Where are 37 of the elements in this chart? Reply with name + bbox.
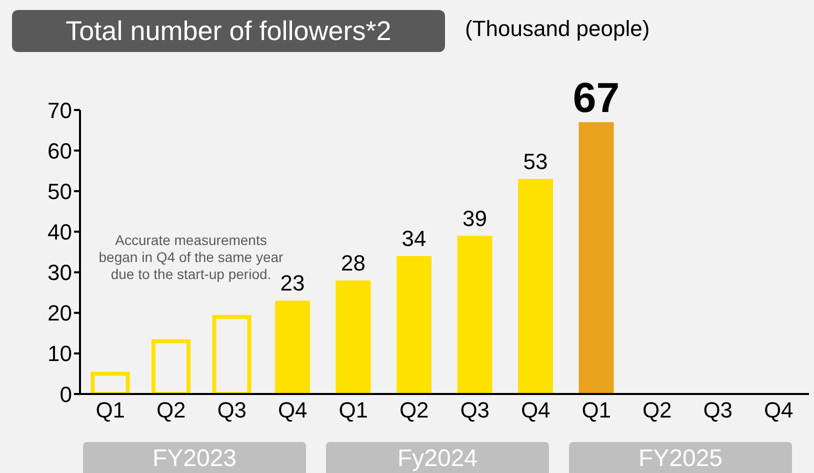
bar [457,236,492,394]
x-tick-label: Q4 [520,398,550,423]
data-label: 34 [402,226,426,252]
chart-title: Total number of followers*2 [12,10,445,52]
y-tick-label: 30 [48,260,72,286]
x-tick-label: Q3 [703,398,733,423]
x-tick-label: Q1 [338,398,368,423]
y-tick-label: 0 [60,382,72,407]
bar [336,280,371,394]
x-tick-label: Q2 [399,398,429,423]
data-label: 28 [341,250,366,276]
text: FY2023 [83,442,306,473]
chart-subtitle: (Thousand people) [465,16,650,42]
y-tick-label: 40 [48,220,72,245]
x-tick-label: Q1 [96,398,126,423]
x-tick-label: Q2 [156,398,186,423]
x-tick-label: Q4 [278,398,308,423]
data-label: 53 [523,148,548,174]
y-tick-label: 20 [48,300,72,326]
x-tick-label: Q2 [642,398,672,423]
y-tick-label: 50 [48,178,72,204]
text: FY2025 [569,442,792,473]
x-tick-label: Q1 [582,398,612,423]
data-label: 67 [572,74,620,122]
y-tick-label: 10 [48,341,72,366]
data-label: 39 [462,206,487,231]
y-tick-label: 60 [48,138,72,164]
bar [396,256,432,394]
x-tick-label: Q3 [460,398,490,423]
bar [578,122,614,394]
x-tick-label: Q4 [764,398,794,423]
text: Fy2024 [326,442,549,473]
data-label: 23 [280,270,305,296]
y-tick-label: 70 [48,98,72,123]
bar [518,178,554,394]
x-tick-label: Q3 [217,398,247,423]
bar [275,300,310,394]
